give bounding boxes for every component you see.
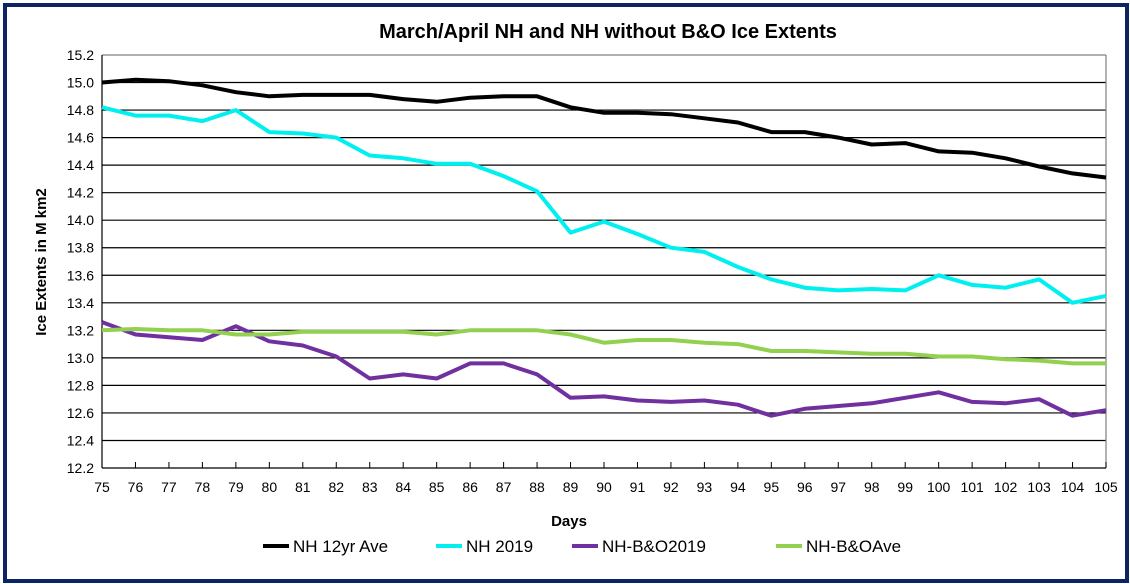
- x-tick-label: 77: [161, 479, 177, 495]
- series-lines: [101, 77, 1107, 418]
- y-tick-label: 13.6: [67, 267, 94, 283]
- x-tick-label: 104: [1061, 479, 1085, 495]
- chart-title: March/April NH and NH without B&O Ice Ex…: [379, 21, 837, 43]
- y-tick-label: 12.8: [67, 377, 94, 393]
- x-tick-label: 86: [462, 479, 478, 495]
- legend-item: NH-B&OAve: [776, 537, 901, 556]
- x-tick-label: 76: [128, 479, 144, 495]
- x-tick-label: 80: [262, 479, 278, 495]
- x-axis-label: Days: [551, 513, 587, 530]
- y-tick-label: 12.6: [67, 405, 94, 421]
- x-tick-label: 88: [529, 479, 545, 495]
- y-tick-label: 15.2: [67, 47, 94, 63]
- y-tick-label: 14.6: [67, 130, 94, 146]
- legend: NH 12yr Ave NH 2019 NH-B&O2019 NH-B&OAve: [263, 537, 901, 556]
- x-tick-label: 78: [195, 479, 211, 495]
- y-tick-label: 12.2: [67, 460, 94, 476]
- y-tick-label: 14.2: [67, 185, 94, 201]
- y-tick-label: 13.4: [67, 295, 94, 311]
- legend-label: NH-B&O2019: [602, 537, 706, 556]
- x-tick-label: 97: [830, 479, 846, 495]
- legend-label: NH-B&OAve: [806, 537, 901, 556]
- x-tick-label: 102: [994, 479, 1018, 495]
- x-tick-label: 96: [797, 479, 813, 495]
- x-tick-label: 98: [864, 479, 880, 495]
- y-tick-label: 13.8: [67, 240, 94, 256]
- legend-label: NH 2019: [466, 537, 533, 556]
- series-line-0: [101, 77, 1107, 180]
- x-tick-label: 94: [730, 479, 746, 495]
- gridlines: [101, 54, 1107, 469]
- x-tick-label: 84: [395, 479, 411, 495]
- y-tick-label: 13.2: [67, 322, 94, 338]
- x-tick-label: 95: [764, 479, 780, 495]
- x-tick-label: 87: [496, 479, 512, 495]
- x-tick-label: 105: [1094, 479, 1118, 495]
- x-tick-label: 103: [1027, 479, 1051, 495]
- x-tick-label: 100: [927, 479, 951, 495]
- x-tick-label: 92: [663, 479, 679, 495]
- chart-frame: [3, 3, 1129, 583]
- x-tick-label: 75: [94, 479, 110, 495]
- series-line-3: [101, 327, 1106, 366]
- series-line-2: [101, 320, 1107, 418]
- y-tick-label: 12.4: [67, 432, 94, 448]
- legend-item: NH 12yr Ave: [263, 537, 388, 556]
- y-axis-label: Ice Extents in M km2: [33, 188, 50, 336]
- x-tick-label: 101: [960, 479, 984, 495]
- series-line-1: [101, 105, 1107, 305]
- x-tick-label: 93: [697, 479, 713, 495]
- x-tick-labels: 75 76 77 78 79 80 81 82 83 84 85 86 87 88 89 90 91 92 93 94…: [94, 462, 1118, 495]
- x-tick-label: 79: [228, 479, 244, 495]
- x-tick-label: 89: [563, 479, 579, 495]
- y-tick-label: 13.0: [67, 350, 94, 366]
- x-tick-label: 91: [630, 479, 646, 495]
- legend-item: NH-B&O2019: [572, 537, 706, 556]
- legend-item: NH 2019: [436, 537, 533, 556]
- x-tick-label: 83: [362, 479, 378, 495]
- y-tick-label: 14.8: [67, 102, 94, 118]
- legend-label: NH 12yr Ave: [293, 537, 388, 556]
- x-tick-label: 82: [328, 479, 344, 495]
- y-tick-label: 14.0: [67, 212, 94, 228]
- y-tick-label: 14.4: [67, 157, 94, 173]
- x-tick-label: 99: [897, 479, 913, 495]
- x-tick-label: 90: [596, 479, 612, 495]
- x-tick-label: 81: [295, 479, 311, 495]
- y-tick-labels: 12.2 12.4 12.6 12.8 13.0 13.2 13.4 13.6 13.8 14.0…: [67, 47, 94, 476]
- x-tick-label: 85: [429, 479, 445, 495]
- y-tick-label: 15.0: [67, 75, 94, 91]
